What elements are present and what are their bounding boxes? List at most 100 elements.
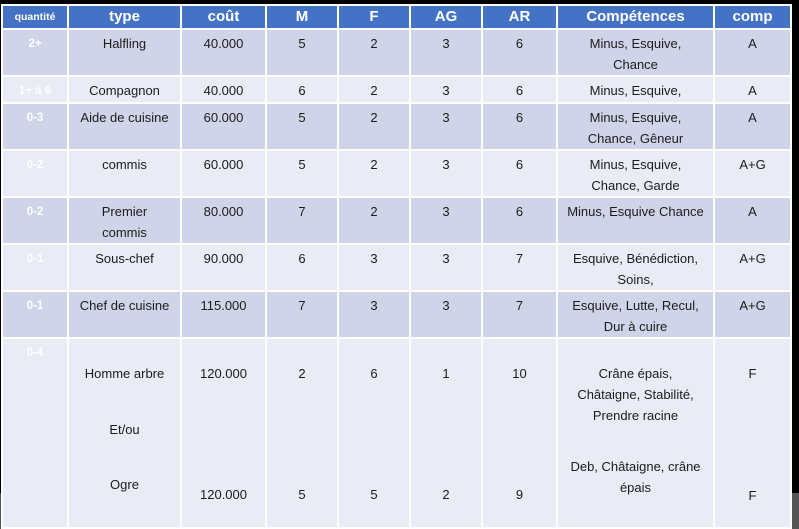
cell-line: 120.000 [200,487,247,502]
table-row: 0-2 commis 60.000 5 2 3 6 Minus, Esquive… [1,149,792,198]
cell-type: Premier commis [67,196,182,245]
col-header-f: F [337,4,411,30]
cell-line: F [748,488,757,503]
cell-ar: 6 [481,28,558,77]
table-row: 2+ Halfling 40.000 5 2 3 6 Minus, Esquiv… [1,28,792,77]
cell-m: 7 [265,290,339,339]
cell-ag: 3 [409,149,483,198]
cell-f: 3 [337,243,411,292]
cell-skills: Minus, Esquive Chance [556,196,715,245]
cell-cost: 90.000 [180,243,267,292]
cell-type: Compagnon [67,75,182,104]
cell-f: 2 [337,149,411,198]
cell-comp: A+G [713,290,792,339]
cell-line: Crâne épais, Châtaigne, Stabilité, Prend… [577,366,694,423]
header-row: quantité type coût M F AG AR Compétences… [1,4,792,30]
cell-comp: F F [713,337,792,529]
cell-m: 5 [265,28,339,77]
cell-comp: A+G [713,149,792,198]
cell-ar: 7 [481,243,558,292]
cell-comp: A [713,102,792,151]
cell-line: Et/ou [109,422,140,437]
cell-ag: 3 [409,290,483,339]
col-header-quantity: quantité [1,4,69,30]
col-header-m: M [265,4,339,30]
cell-quantity: 0-2 [1,196,69,245]
cell-cost: 120.000 120.000 [180,337,267,529]
col-header-cost: coût [180,4,267,30]
table-row: 0-2 Premier commis 80.000 7 2 3 6 Minus,… [1,196,792,245]
cell-line: 10 [512,366,527,381]
cell-ar: 10 9 [481,337,558,529]
cell-line: Ogre [110,477,139,492]
cell-type: commis [67,149,182,198]
cell-m: 6 [265,243,339,292]
cell-skills: Minus, Esquive, Chance [556,28,715,77]
cell-ag: 3 [409,196,483,245]
cell-line: Deb, Châtaigne, crâne épais [570,459,701,495]
cell-comp: A+G [713,243,792,292]
cell-skills: Esquive, Lutte, Recul, Dur à cuire [556,290,715,339]
cell-ar: 6 [481,149,558,198]
cell-f: 2 [337,102,411,151]
cell-line: Homme arbre [84,366,165,381]
cell-quantity: 1+ à 6 [1,75,69,104]
col-header-ar: AR [481,4,558,30]
cell-ar: 6 [481,102,558,151]
cell-quantity: 2+ [1,28,69,77]
col-header-comp: comp [713,4,792,30]
cell-quantity: 0-1 [1,243,69,292]
cell-f: 2 [337,75,411,104]
cell-f: 3 [337,290,411,339]
cell-line: 6 [370,366,378,381]
cell-cost: 60.000 [180,102,267,151]
cell-ar: 6 [481,196,558,245]
cell-f: 6 5 [337,337,411,529]
cell-m: 7 [265,196,339,245]
cell-line: 5 [298,487,306,502]
col-header-type: type [67,4,182,30]
cell-ag: 3 [409,75,483,104]
cell-f: 2 [337,196,411,245]
col-header-skills: Compétences [556,4,715,30]
roster-table: quantité type coût M F AG AR Compétences… [1,4,792,529]
cell-ar: 7 [481,290,558,339]
cell-cost: 40.000 [180,75,267,104]
table-row: 0-1 Chef de cuisine 115.000 7 3 3 7 Esqu… [1,290,792,339]
cell-ag: 3 [409,102,483,151]
cell-type: Aide de cuisine [67,102,182,151]
cell-comp: A [713,28,792,77]
cell-type: Halfling [67,28,182,77]
cell-line: 120.000 [200,366,247,381]
cell-cost: 80.000 [180,196,267,245]
table-row: 1+ à 6 Compagnon 40.000 6 2 3 6 Minus, E… [1,75,792,104]
cell-skills: Esquive, Bénédiction, Soins, [556,243,715,292]
cell-m: 2 5 [265,337,339,529]
cell-line: 1 [442,366,450,381]
col-header-ag: AG [409,4,483,30]
cell-m: 5 [265,149,339,198]
cell-line: F [748,366,757,381]
cell-ag: 3 [409,28,483,77]
cell-quantity: 0-2 [1,149,69,198]
cell-type: Chef de cuisine [67,290,182,339]
cell-ag: 3 [409,243,483,292]
cell-quantity: 0-3 [1,102,69,151]
cell-line: 2 [442,487,450,502]
cell-line: 2 [298,366,306,381]
cell-type: Homme arbre Et/ou Ogre [67,337,182,529]
cell-comp: A [713,196,792,245]
cell-line: 9 [515,487,524,502]
cell-comp: A [713,75,792,104]
cell-cost: 40.000 [180,28,267,77]
cell-line: 5 [370,487,378,502]
cell-cost: 60.000 [180,149,267,198]
cell-skills: Minus, Esquive, [556,75,715,104]
cell-type: Sous-chef [67,243,182,292]
table-row: 0-4 Homme arbre Et/ou Ogre 120.000 120.0… [1,337,792,529]
cell-skills: Crâne épais, Châtaigne, Stabilité, Prend… [556,337,715,529]
cell-quantity: 0-1 [1,290,69,339]
cell-skills: Minus, Esquive, Chance, Gêneur [556,102,715,151]
table-row: 0-3 Aide de cuisine 60.000 5 2 3 6 Minus… [1,102,792,151]
cell-m: 6 [265,75,339,104]
